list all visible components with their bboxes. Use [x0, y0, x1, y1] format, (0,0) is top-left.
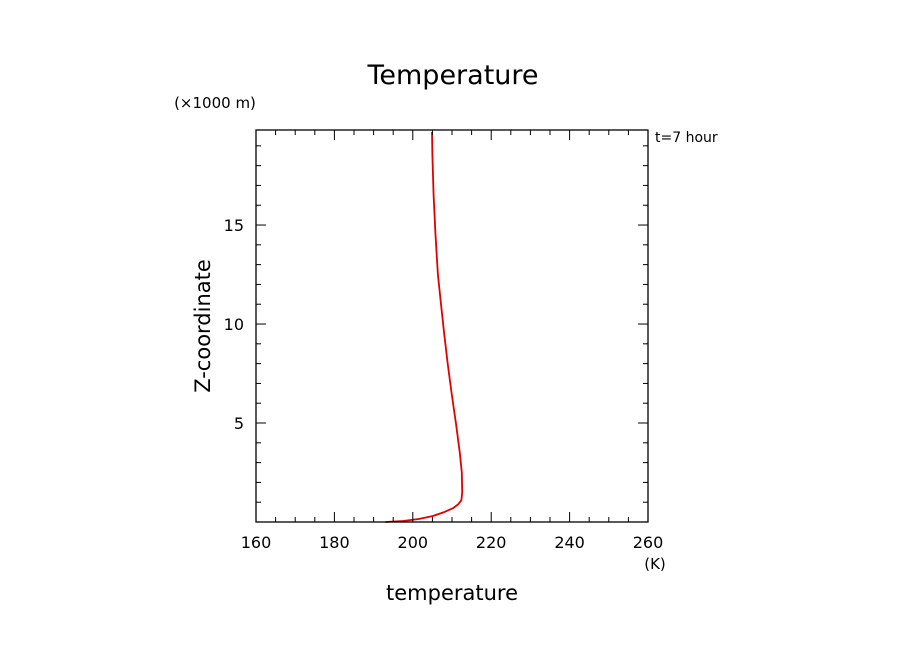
- x-tick-label: 260: [633, 533, 664, 552]
- y-axis-title: Z-coordinate: [191, 259, 215, 393]
- time-label: t=7 hour: [655, 130, 718, 146]
- x-axis-unit: (K): [644, 555, 666, 573]
- temperature-profile-line: [385, 131, 464, 523]
- y-tick-label: 10: [224, 315, 244, 334]
- x-tick-label: 200: [398, 533, 429, 552]
- y-tick-label: 15: [224, 216, 244, 235]
- chart-title: Temperature: [366, 60, 538, 91]
- x-tick-label: 220: [476, 533, 507, 552]
- x-tick-label: 180: [319, 533, 350, 552]
- y-tick-labels: 5 10 15: [224, 216, 244, 433]
- x-tick-label: 240: [554, 533, 585, 552]
- x-tick-label: 160: [241, 533, 272, 552]
- x-axis-title: temperature: [386, 581, 518, 605]
- data-layer: [385, 131, 464, 523]
- y-axis-unit: (×1000 m): [174, 94, 256, 112]
- plot-frame: [255, 129, 649, 523]
- y-tick-label: 5: [234, 414, 244, 433]
- x-tick-labels: 160 180 200 220 240 260: [241, 533, 664, 552]
- ticks-layer: [255, 130, 649, 522]
